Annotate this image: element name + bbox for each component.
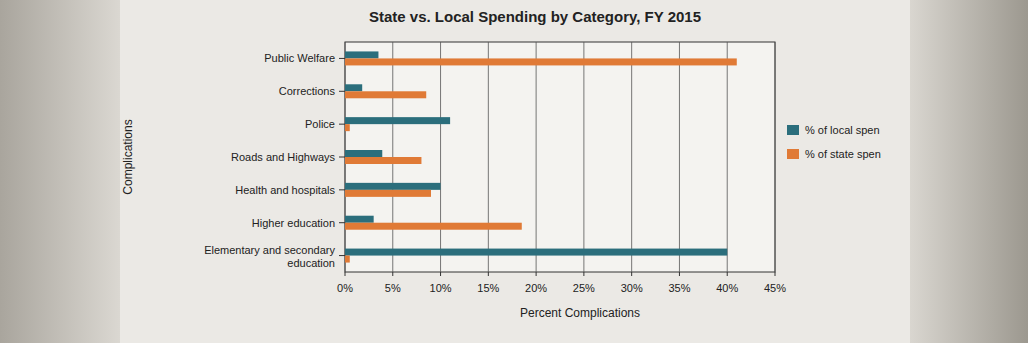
grid-line [583,42,584,272]
category-label: Corrections [279,85,336,97]
grid-line [488,42,489,272]
legend-label: % of state spen [805,148,881,160]
category-tick [339,222,345,223]
category-label: Public Welfare [264,52,335,64]
tick-mark [775,272,776,276]
tick-label: 25% [573,282,595,294]
category-tick [339,91,345,92]
y-axis-label: Complications [121,119,135,194]
bar [345,183,441,190]
tick-mark [536,272,537,276]
x-axis-label: Percent Complications [520,306,640,320]
bar [345,91,426,98]
category-label: Roads and Highways [231,151,335,163]
category-tick [339,124,345,125]
tick-label: 30% [621,282,643,294]
tick-mark [345,272,346,276]
bar [345,51,378,58]
bars [345,51,737,262]
bar [345,190,431,197]
chart: State vs. Local Spending by Category, FY… [0,0,1028,343]
bar [345,58,737,65]
label-line: Elementary and secondary [204,244,335,256]
bar [345,216,374,223]
category-tick [339,157,345,158]
grid-line [679,42,680,272]
label-line: education [287,257,335,269]
tick-mark [631,272,632,276]
bar [345,249,727,256]
tick-label: 20% [525,282,547,294]
tick-mark [583,272,584,276]
category-tick [339,58,345,59]
tick-mark [679,272,680,276]
tick-label: 35% [668,282,690,294]
plot-frame [345,42,775,272]
tick-mark [488,272,489,276]
legend-swatch [787,149,799,159]
bar [345,117,450,124]
background [0,0,1028,343]
bar [345,150,382,157]
category-label: Elementary and secondaryeducation [204,244,335,269]
category-label: Higher education [252,217,335,229]
legend-swatch [787,125,799,135]
grid-line [727,42,728,272]
bar [345,256,350,263]
bar [345,84,362,91]
category-tick [339,255,345,256]
tick-mark [392,272,393,276]
legend-label: % of local spen [805,124,880,136]
grid-line [440,42,441,272]
tick-label: 40% [716,282,738,294]
tick-mark [440,272,441,276]
tick-label: 5% [385,282,401,294]
tick-mark [727,272,728,276]
tick-label: 0% [337,282,353,294]
category-label: Health and hospitals [235,184,335,196]
grid-line [631,42,632,272]
tick-label: 45% [764,282,786,294]
title: State vs. Local Spending by Category, FY… [369,8,701,25]
panel [120,0,910,343]
bar [345,223,522,230]
tick-label: 15% [477,282,499,294]
grid-line [536,42,537,272]
grid-line [775,42,776,272]
bar [345,157,421,164]
tick-label: 10% [430,282,452,294]
bar [345,124,350,131]
category-label: Police [305,118,335,130]
category-tick [339,189,345,190]
